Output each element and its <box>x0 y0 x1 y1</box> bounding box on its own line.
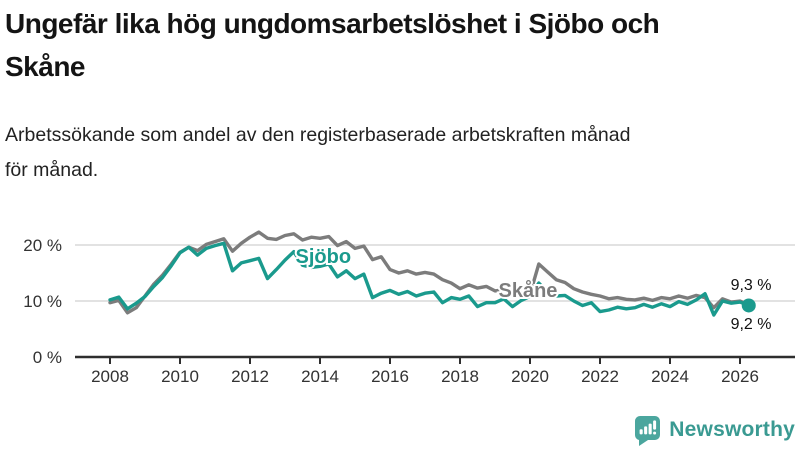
x-axis-label: 2008 <box>91 367 129 386</box>
y-axis-label: 0 % <box>33 348 62 367</box>
end-value-label: 9,3 % <box>731 277 772 294</box>
x-axis-label: 2016 <box>371 367 409 386</box>
x-axis-label: 2024 <box>651 367 689 386</box>
series-label-skne: Skåne <box>499 279 558 302</box>
chart-subtitle: Arbetssökande som andel av den registerb… <box>5 118 785 188</box>
x-axis-label: 2014 <box>301 367 339 386</box>
x-axis-label: 2010 <box>161 367 199 386</box>
x-axis-label: 2020 <box>511 367 549 386</box>
chart-canvas: 2008 2010 2012 2014 2016 2018 2020 2022 2024 2026… <box>23 230 795 386</box>
chart-subtitle-line2: för månad. <box>5 159 99 182</box>
series-end-dot-sjbo <box>741 298 756 313</box>
series-line-skne <box>108 230 751 315</box>
end-value-label: 9,2 % <box>731 316 772 333</box>
x-axis-label: 2026 <box>721 367 759 386</box>
chart-subtitle-line1: Arbetssökande som andel av den registerb… <box>5 124 631 146</box>
newsworthy-logo[interactable]: Newsworthy <box>632 412 795 448</box>
page-title-line2: Skåne <box>5 51 86 83</box>
x-axis-label: 2022 <box>581 367 619 386</box>
newsworthy-brand-label: Newsworthy <box>669 418 795 441</box>
page-title-line1: Ungefär lika hög ungdomsarbetslöshet i S… <box>5 8 660 39</box>
line-chart: 2008 2010 2012 2014 2016 2018 2020 2022 2024 2026… <box>0 215 800 400</box>
y-axis-label: 10 % <box>23 292 62 311</box>
series-line-sjbo <box>108 241 751 317</box>
x-axis-label: 2018 <box>441 367 479 386</box>
page-title: Ungefär lika hög ungdomsarbetslöshet i S… <box>5 2 797 89</box>
newsworthy-bubble-chart-icon <box>635 415 661 446</box>
x-axis-label: 2012 <box>231 367 269 386</box>
y-axis-label: 20 % <box>23 236 62 255</box>
series-label-sjbo: Sjöbo <box>296 246 352 268</box>
